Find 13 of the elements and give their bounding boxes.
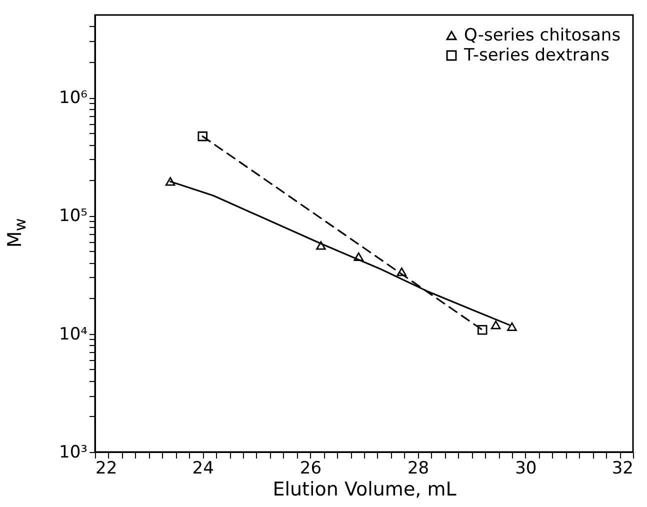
x-tick-label: 28 <box>407 458 430 478</box>
x-tick-label: 22 <box>96 458 118 478</box>
y-tick-label: 10⁴ <box>59 324 88 344</box>
x-axis-title: Elution Volume, mL <box>272 478 457 500</box>
y-tick-label: 10³ <box>59 442 88 462</box>
legend-label: Q-series chitosans <box>464 26 621 46</box>
y-tick-label: 10⁵ <box>59 206 88 226</box>
x-tick-label: 32 <box>612 458 634 478</box>
x-tick-label: 30 <box>515 458 537 478</box>
x-tick-label: 26 <box>300 458 322 478</box>
legend-label: T-series dextrans <box>463 46 610 66</box>
y-tick-label: 10⁶ <box>59 88 88 108</box>
x-tick-label: 24 <box>192 458 214 478</box>
